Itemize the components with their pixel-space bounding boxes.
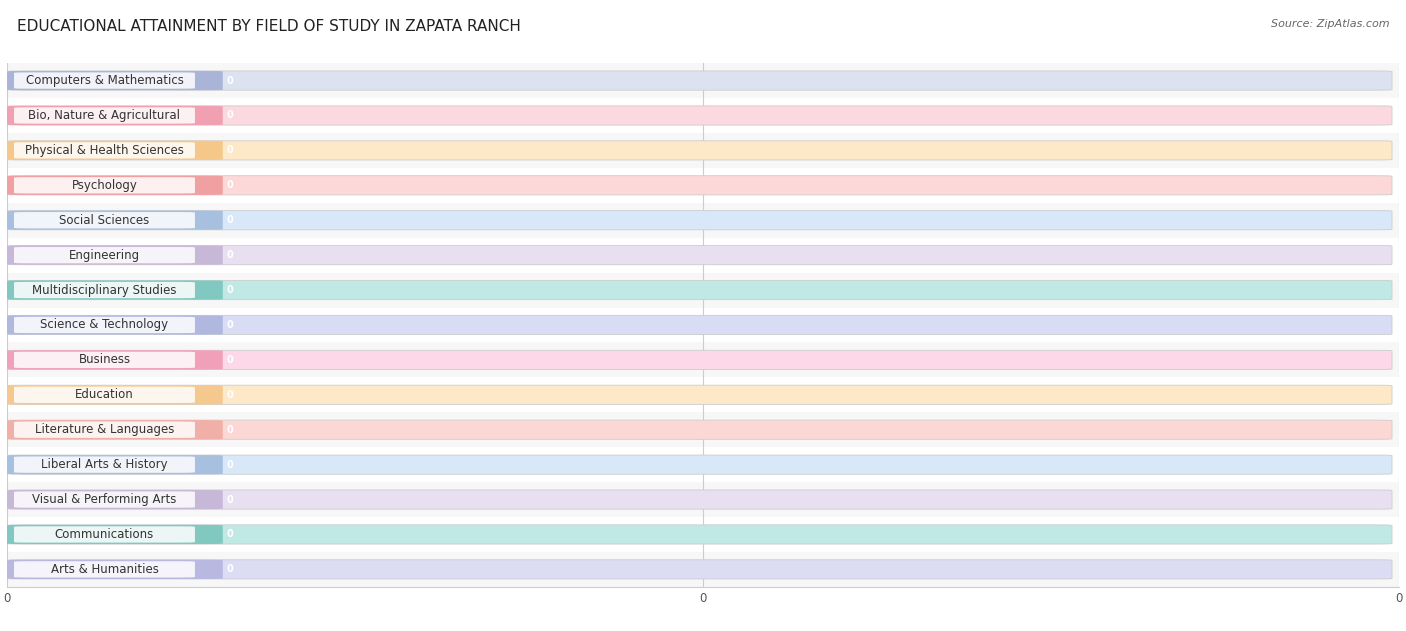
FancyBboxPatch shape	[14, 212, 195, 228]
Bar	[7, 343, 1399, 377]
FancyBboxPatch shape	[7, 560, 222, 579]
Text: 0: 0	[226, 76, 233, 86]
Bar	[7, 133, 1399, 168]
FancyBboxPatch shape	[7, 385, 222, 404]
Text: 0: 0	[226, 425, 233, 435]
FancyBboxPatch shape	[7, 316, 222, 334]
Text: Education: Education	[75, 388, 134, 401]
FancyBboxPatch shape	[7, 316, 1392, 334]
FancyBboxPatch shape	[14, 317, 195, 333]
FancyBboxPatch shape	[14, 107, 195, 124]
FancyBboxPatch shape	[7, 385, 1392, 404]
Text: Physical & Health Sciences: Physical & Health Sciences	[25, 144, 184, 157]
Text: Liberal Arts & History: Liberal Arts & History	[41, 458, 167, 471]
FancyBboxPatch shape	[14, 73, 195, 89]
Bar	[7, 238, 1399, 273]
Text: Multidisciplinary Studies: Multidisciplinary Studies	[32, 283, 177, 297]
FancyBboxPatch shape	[7, 350, 1392, 370]
FancyBboxPatch shape	[14, 282, 195, 298]
FancyBboxPatch shape	[14, 142, 195, 158]
Text: Communications: Communications	[55, 528, 155, 541]
Text: Source: ZipAtlas.com: Source: ZipAtlas.com	[1271, 19, 1389, 29]
FancyBboxPatch shape	[14, 456, 195, 473]
Text: Bio, Nature & Agricultural: Bio, Nature & Agricultural	[28, 109, 180, 122]
Bar	[7, 377, 1399, 412]
Text: 0: 0	[226, 285, 233, 295]
Text: 0: 0	[226, 459, 233, 469]
FancyBboxPatch shape	[7, 245, 1392, 265]
Bar	[7, 307, 1399, 343]
FancyBboxPatch shape	[7, 350, 222, 370]
Bar	[7, 273, 1399, 307]
FancyBboxPatch shape	[7, 71, 222, 90]
FancyBboxPatch shape	[7, 71, 1392, 90]
FancyBboxPatch shape	[7, 420, 222, 439]
FancyBboxPatch shape	[7, 106, 1392, 125]
Bar	[7, 168, 1399, 203]
FancyBboxPatch shape	[7, 455, 1392, 475]
FancyBboxPatch shape	[14, 387, 195, 403]
Text: Social Sciences: Social Sciences	[59, 214, 149, 227]
Bar	[7, 203, 1399, 238]
FancyBboxPatch shape	[14, 351, 195, 368]
Text: 0: 0	[226, 390, 233, 400]
FancyBboxPatch shape	[14, 492, 195, 508]
Text: Engineering: Engineering	[69, 249, 141, 262]
FancyBboxPatch shape	[14, 422, 195, 438]
Text: 0: 0	[226, 250, 233, 260]
Bar	[7, 552, 1399, 587]
FancyBboxPatch shape	[7, 106, 222, 125]
FancyBboxPatch shape	[7, 525, 1392, 544]
FancyBboxPatch shape	[7, 455, 222, 475]
Bar	[7, 63, 1399, 98]
FancyBboxPatch shape	[7, 211, 1392, 230]
Text: 0: 0	[226, 145, 233, 155]
Bar	[7, 98, 1399, 133]
Text: Computers & Mathematics: Computers & Mathematics	[25, 74, 183, 87]
Text: Science & Technology: Science & Technology	[41, 319, 169, 331]
Text: 0: 0	[226, 180, 233, 191]
FancyBboxPatch shape	[7, 280, 222, 300]
FancyBboxPatch shape	[14, 177, 195, 194]
Text: Business: Business	[79, 353, 131, 367]
Text: 0: 0	[226, 564, 233, 574]
Text: EDUCATIONAL ATTAINMENT BY FIELD OF STUDY IN ZAPATA RANCH: EDUCATIONAL ATTAINMENT BY FIELD OF STUDY…	[17, 19, 520, 34]
FancyBboxPatch shape	[14, 247, 195, 263]
Bar	[7, 447, 1399, 482]
FancyBboxPatch shape	[14, 561, 195, 577]
Text: 0: 0	[226, 529, 233, 540]
FancyBboxPatch shape	[7, 141, 222, 160]
Text: 0: 0	[226, 110, 233, 121]
FancyBboxPatch shape	[7, 490, 222, 509]
Text: 0: 0	[226, 320, 233, 330]
FancyBboxPatch shape	[7, 211, 222, 230]
FancyBboxPatch shape	[7, 490, 1392, 509]
FancyBboxPatch shape	[14, 526, 195, 543]
Text: Literature & Languages: Literature & Languages	[35, 423, 174, 436]
Bar	[7, 412, 1399, 447]
FancyBboxPatch shape	[7, 175, 222, 195]
FancyBboxPatch shape	[7, 280, 1392, 300]
Text: 0: 0	[226, 355, 233, 365]
FancyBboxPatch shape	[7, 420, 1392, 439]
Text: Visual & Performing Arts: Visual & Performing Arts	[32, 493, 177, 506]
Text: 0: 0	[226, 495, 233, 505]
FancyBboxPatch shape	[7, 560, 1392, 579]
Text: Psychology: Psychology	[72, 179, 138, 192]
Text: 0: 0	[226, 215, 233, 225]
FancyBboxPatch shape	[7, 245, 222, 265]
FancyBboxPatch shape	[7, 141, 1392, 160]
FancyBboxPatch shape	[7, 175, 1392, 195]
Text: Arts & Humanities: Arts & Humanities	[51, 563, 159, 576]
FancyBboxPatch shape	[7, 525, 222, 544]
Bar	[7, 482, 1399, 517]
Bar	[7, 517, 1399, 552]
